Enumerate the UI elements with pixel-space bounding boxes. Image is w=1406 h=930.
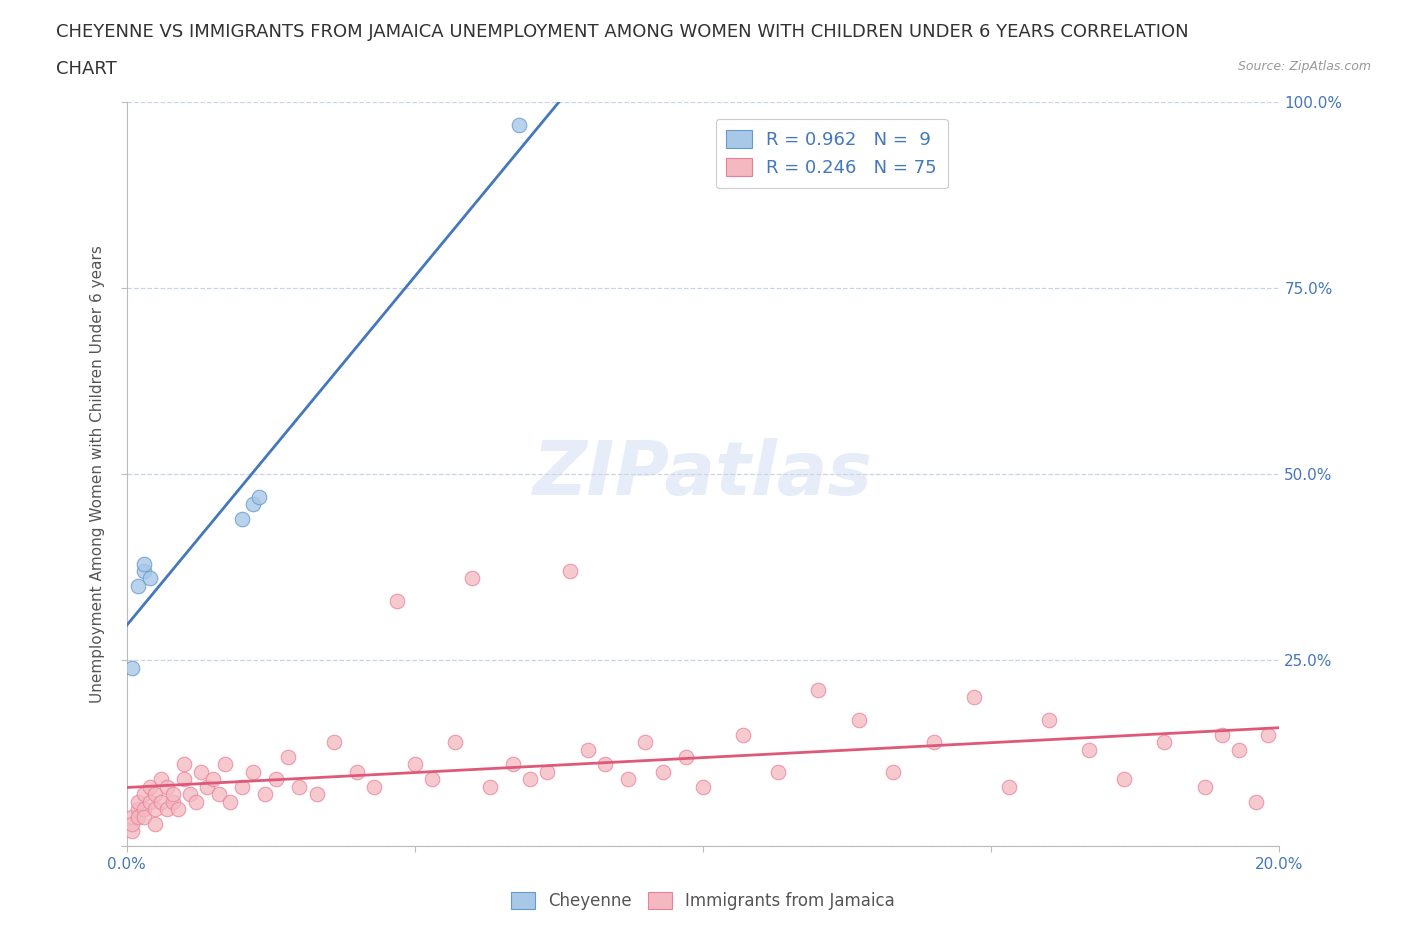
- Point: [127, 578, 149, 593]
- Point: [420, 772, 443, 787]
- Point: [404, 757, 426, 772]
- Point: [173, 757, 195, 772]
- Point: [156, 779, 179, 794]
- Point: [1038, 712, 1060, 727]
- Point: [127, 794, 149, 809]
- Point: [162, 787, 184, 802]
- Point: [766, 764, 789, 779]
- Point: [167, 802, 190, 817]
- Point: [138, 779, 160, 794]
- Point: [807, 683, 830, 698]
- Point: [1246, 794, 1268, 809]
- Point: [138, 794, 160, 809]
- Point: [560, 564, 582, 578]
- Point: [121, 817, 143, 831]
- Point: [1112, 772, 1135, 787]
- Point: [150, 794, 173, 809]
- Point: [651, 764, 673, 779]
- Point: [478, 779, 501, 794]
- Point: [121, 660, 143, 675]
- Point: [387, 593, 409, 608]
- Point: [346, 764, 368, 779]
- Point: [138, 571, 160, 586]
- Point: [190, 764, 212, 779]
- Point: [536, 764, 558, 779]
- Point: [508, 117, 530, 132]
- Point: [145, 787, 166, 802]
- Point: [519, 772, 541, 787]
- Point: [1194, 779, 1216, 794]
- Point: [634, 735, 657, 750]
- Point: [1153, 735, 1175, 750]
- Point: [179, 787, 201, 802]
- Point: [963, 690, 986, 705]
- Legend: Cheyenne, Immigrants from Jamaica: Cheyenne, Immigrants from Jamaica: [505, 885, 901, 917]
- Point: [219, 794, 242, 809]
- Point: [1211, 727, 1233, 742]
- Text: CHART: CHART: [56, 60, 117, 78]
- Point: [733, 727, 755, 742]
- Point: [1257, 727, 1279, 742]
- Point: [132, 556, 155, 571]
- Point: [444, 735, 467, 750]
- Point: [617, 772, 640, 787]
- Point: [150, 772, 173, 787]
- Point: [288, 779, 311, 794]
- Point: [848, 712, 870, 727]
- Point: [208, 787, 231, 802]
- Point: [461, 571, 484, 586]
- Legend: R = 0.962   N =  9, R = 0.246   N = 75: R = 0.962 N = 9, R = 0.246 N = 75: [716, 119, 948, 188]
- Point: [127, 802, 149, 817]
- Point: [277, 750, 299, 764]
- Point: [576, 742, 599, 757]
- Point: [132, 802, 155, 817]
- Point: [132, 564, 155, 578]
- Text: Source: ZipAtlas.com: Source: ZipAtlas.com: [1237, 60, 1371, 73]
- Point: [363, 779, 385, 794]
- Point: [882, 764, 904, 779]
- Point: [997, 779, 1019, 794]
- Point: [162, 794, 184, 809]
- Text: CHEYENNE VS IMMIGRANTS FROM JAMAICA UNEMPLOYMENT AMONG WOMEN WITH CHILDREN UNDER: CHEYENNE VS IMMIGRANTS FROM JAMAICA UNEM…: [56, 23, 1189, 41]
- Point: [922, 735, 945, 750]
- Point: [127, 809, 149, 824]
- Point: [132, 809, 155, 824]
- Point: [231, 779, 253, 794]
- Point: [156, 802, 179, 817]
- Point: [121, 824, 143, 839]
- Point: [145, 817, 166, 831]
- Point: [1227, 742, 1250, 757]
- Point: [692, 779, 714, 794]
- Point: [214, 757, 236, 772]
- Point: [242, 497, 264, 512]
- Point: [305, 787, 328, 802]
- Point: [121, 809, 143, 824]
- Point: [242, 764, 264, 779]
- Point: [593, 757, 616, 772]
- Text: ZIPatlas: ZIPatlas: [533, 438, 873, 511]
- Point: [1078, 742, 1101, 757]
- Point: [195, 779, 218, 794]
- Point: [502, 757, 524, 772]
- Point: [132, 787, 155, 802]
- Point: [231, 512, 253, 526]
- Point: [202, 772, 225, 787]
- Point: [247, 489, 270, 504]
- Point: [675, 750, 697, 764]
- Y-axis label: Unemployment Among Women with Children Under 6 years: Unemployment Among Women with Children U…: [90, 246, 105, 703]
- Point: [184, 794, 207, 809]
- Point: [323, 735, 346, 750]
- Point: [173, 772, 195, 787]
- Point: [266, 772, 288, 787]
- Point: [253, 787, 276, 802]
- Point: [145, 802, 166, 817]
